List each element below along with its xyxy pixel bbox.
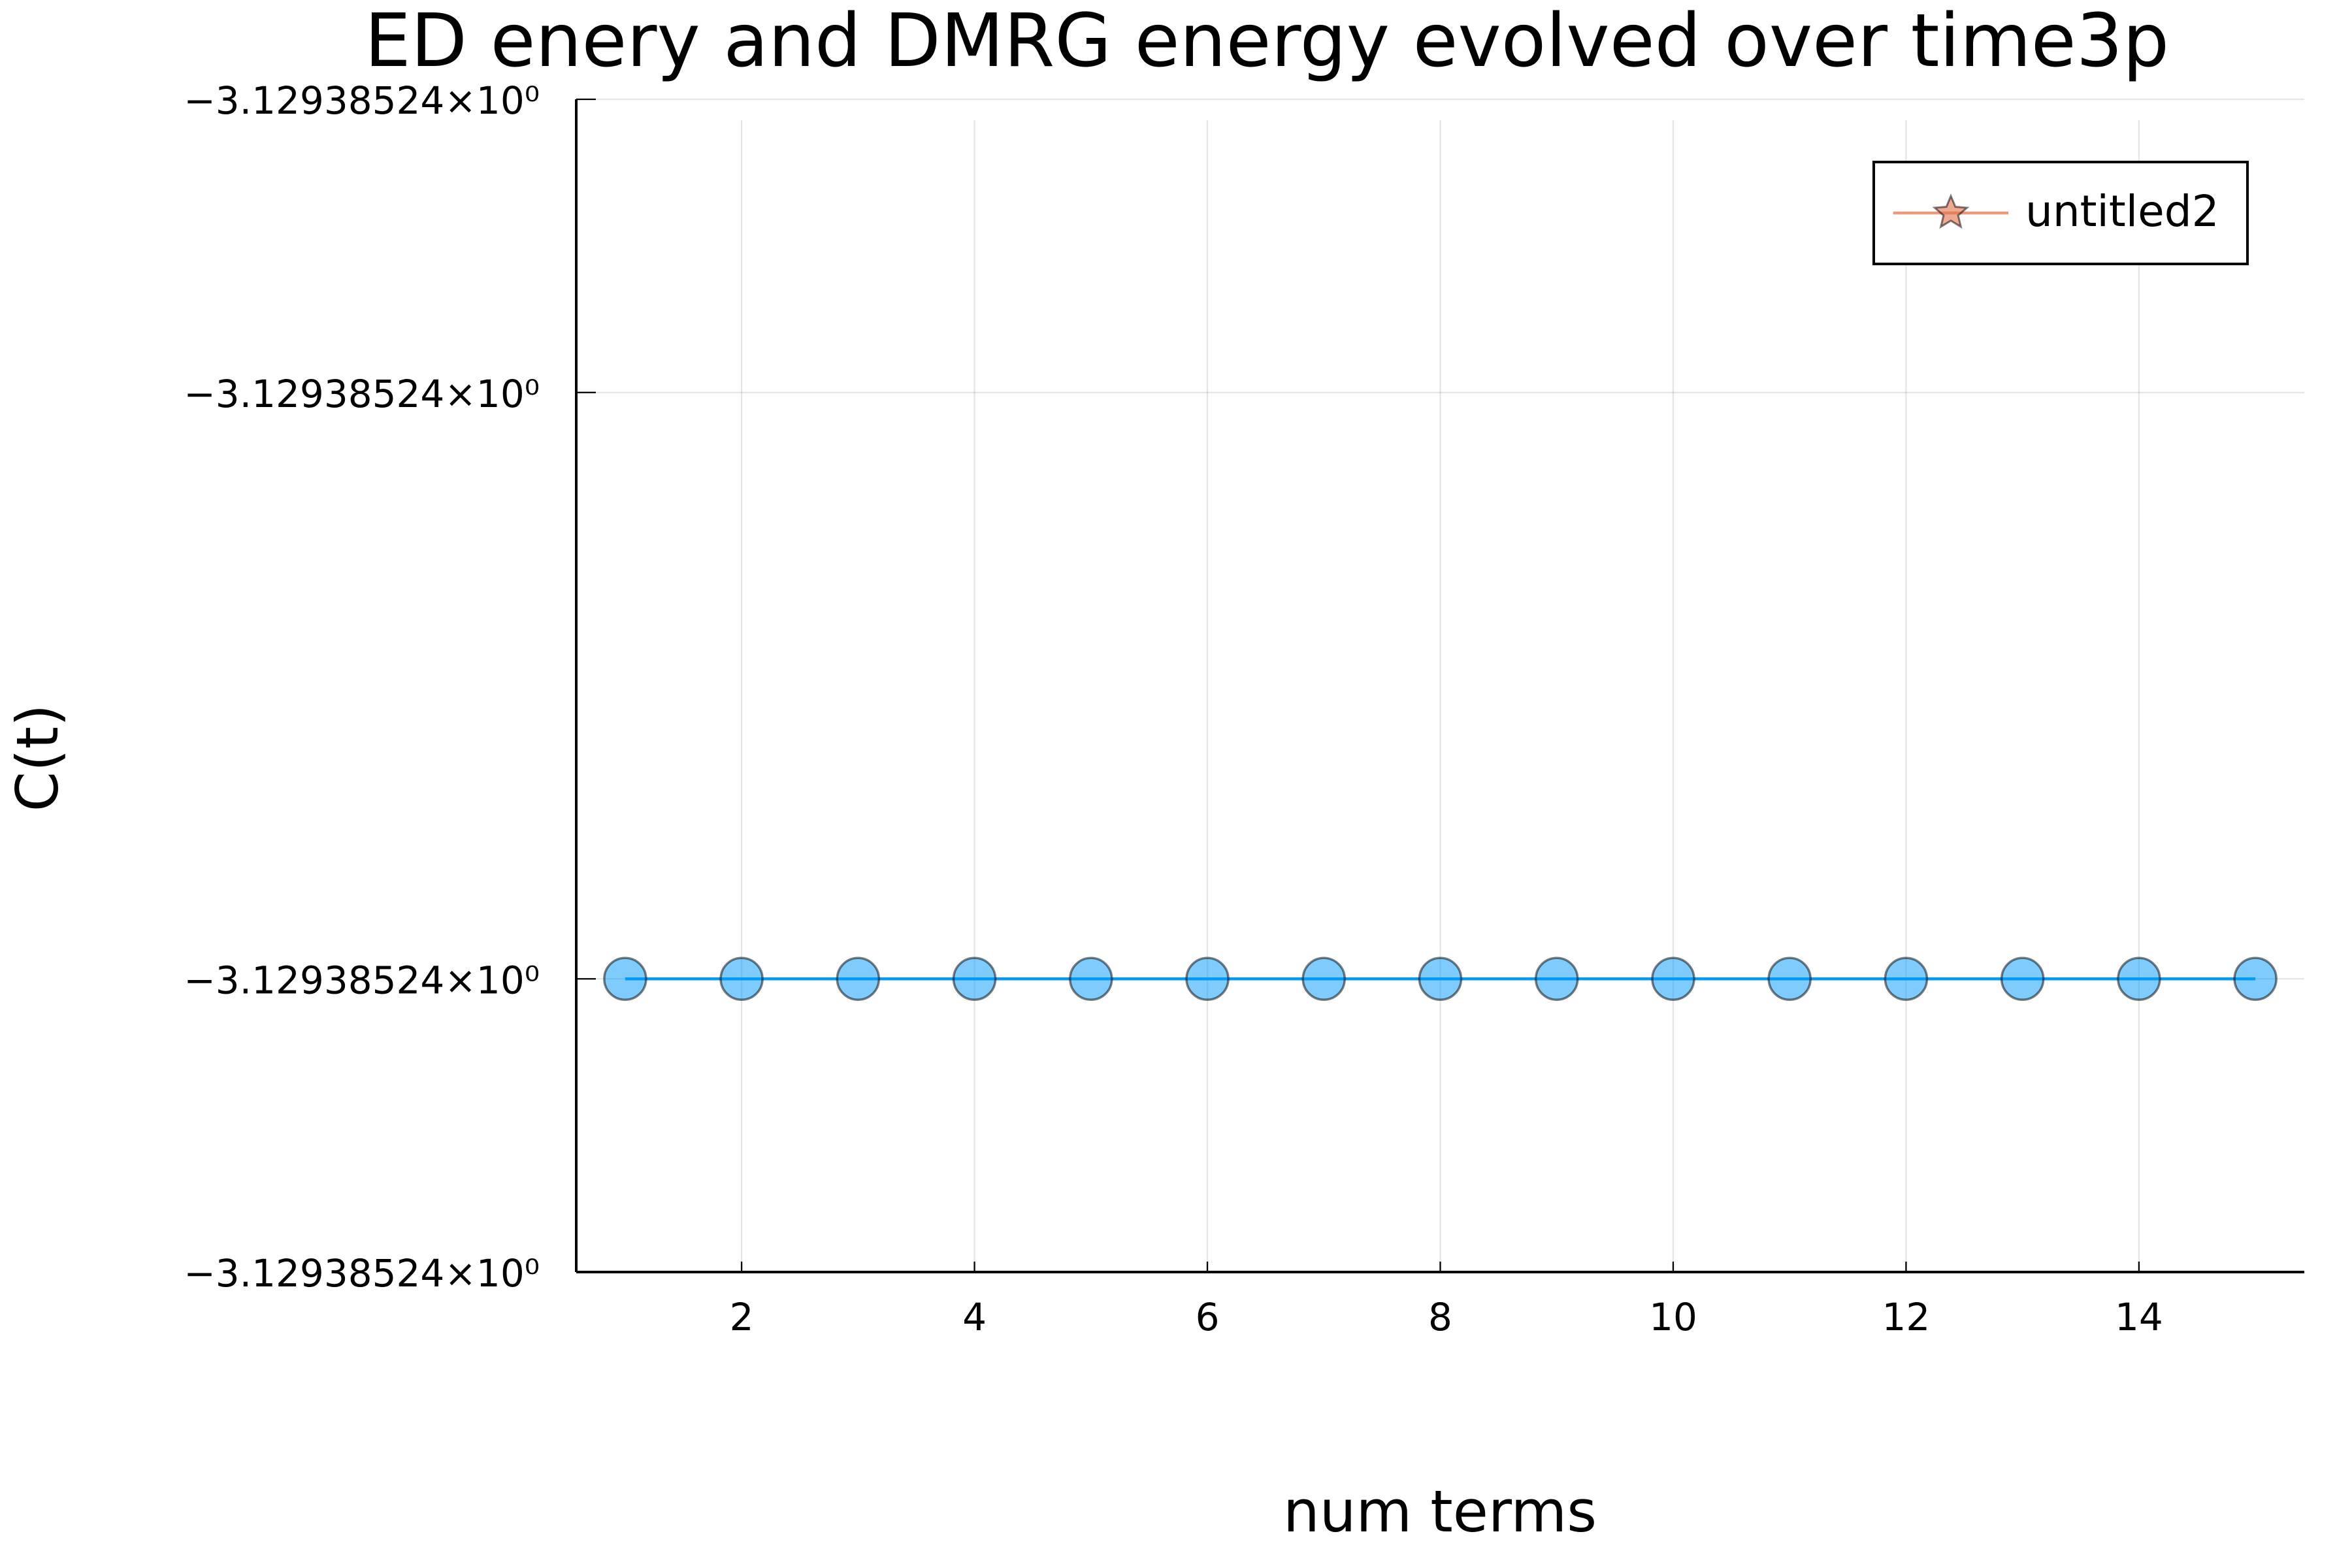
marker — [952, 956, 997, 1001]
marker — [836, 956, 881, 1001]
marker — [1418, 956, 1463, 1001]
marker — [1767, 956, 1812, 1001]
y-tick-label: −3.12938524×10⁰ — [184, 958, 540, 1002]
x-axis-label: num terms — [1283, 1478, 1597, 1545]
marker — [603, 956, 647, 1001]
y-tick-label: −3.12938524×10⁰ — [184, 1251, 540, 1296]
x-tick-label: 4 — [962, 1295, 987, 1339]
y-tick-label: −3.12938524×10⁰ — [184, 78, 540, 123]
marker — [1185, 956, 1230, 1001]
legend-marker — [1932, 193, 1970, 229]
x-tick-label: 8 — [1428, 1295, 1452, 1339]
x-tick-label: 12 — [1882, 1295, 1931, 1339]
y-tick-label: −3.12938524×10⁰ — [184, 372, 540, 416]
y-axis-label: C(t) — [4, 704, 71, 812]
x-tick-label: 14 — [2115, 1295, 2163, 1339]
marker — [2117, 956, 2161, 1001]
marker — [2000, 956, 2045, 1001]
x-tick-label: 10 — [1649, 1295, 1697, 1339]
x-tick-label: 2 — [730, 1295, 754, 1339]
marker — [1301, 956, 1347, 1001]
x-tick-label: 6 — [1196, 1295, 1220, 1339]
chart-title: ED enery and DMRG energy evolved over ti… — [365, 0, 2169, 84]
marker — [719, 956, 764, 1001]
marker — [1534, 956, 1579, 1001]
marker — [1651, 956, 1695, 1001]
legend-label: untitled2 — [2025, 186, 2219, 237]
marker — [1884, 956, 1929, 1001]
legend: untitled2 — [1872, 161, 2249, 265]
marker — [1069, 956, 1113, 1001]
marker — [2233, 956, 2278, 1001]
